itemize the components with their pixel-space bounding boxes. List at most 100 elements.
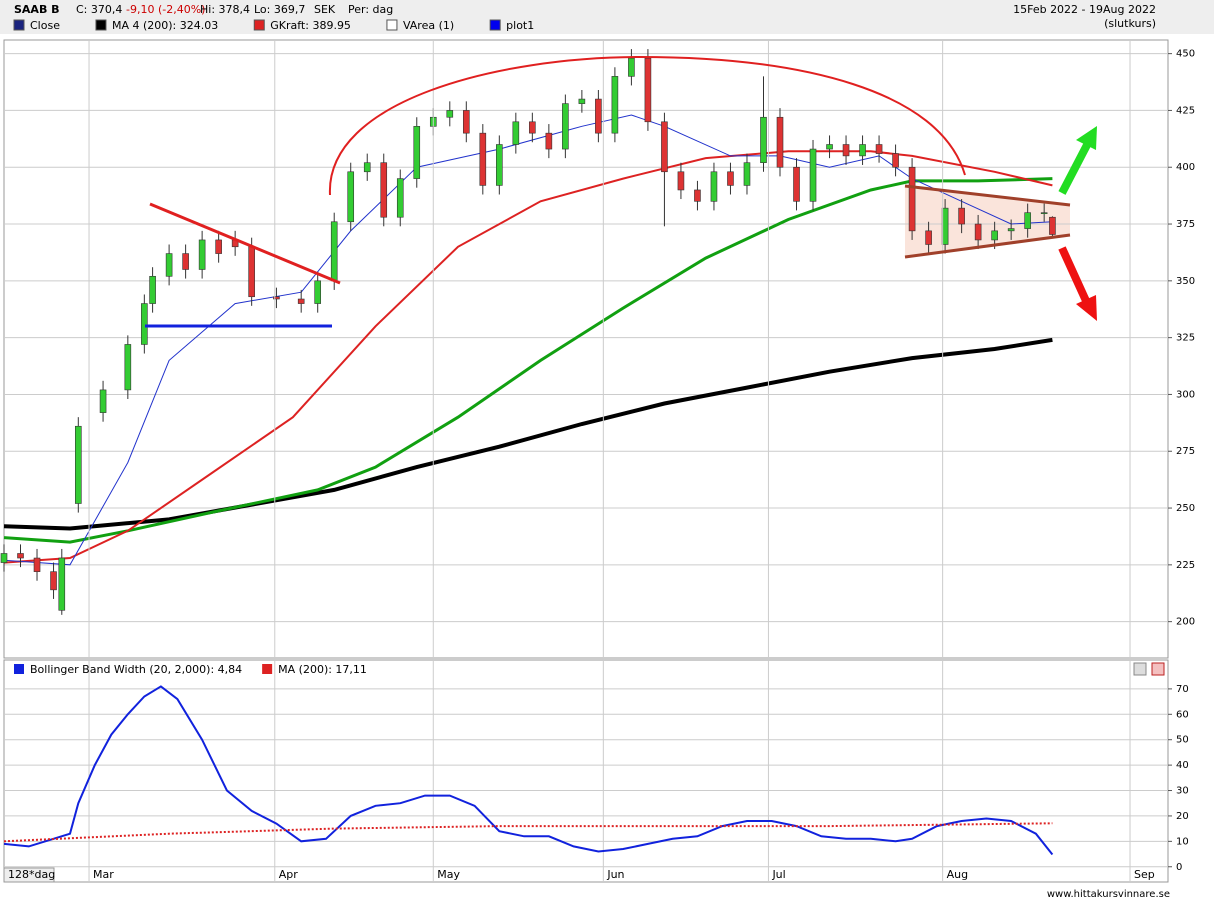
- y-tick-label: 425: [1176, 105, 1195, 116]
- candle-body: [842, 144, 850, 157]
- candle-body: [512, 121, 520, 145]
- x-tick-label: Mar: [93, 868, 114, 881]
- candle-body: [644, 57, 652, 123]
- y-tick-label: 10: [1176, 836, 1189, 847]
- symbol: SAAB B: [14, 3, 60, 16]
- candle-body: [330, 221, 338, 282]
- candle-body: [727, 171, 734, 186]
- currency: SEK: [314, 3, 336, 16]
- candle-body: [545, 132, 553, 150]
- candle-body: [141, 303, 148, 345]
- x-tick-label: Apr: [279, 868, 299, 881]
- days: 128*dag: [8, 868, 55, 881]
- y-tick-label: 0: [1176, 862, 1182, 873]
- candle-body: [628, 57, 635, 77]
- candle-body: [380, 162, 388, 218]
- candle-body: [1007, 228, 1015, 232]
- candle-body: [859, 144, 866, 157]
- close-button[interactable]: [1151, 662, 1165, 676]
- triangle-top: [904, 184, 1071, 207]
- y-tick-label: 20: [1176, 811, 1189, 822]
- candle-body: [479, 132, 487, 186]
- candle-body: [50, 571, 57, 591]
- candle-body: [941, 207, 949, 245]
- triangle-bottom: [904, 233, 1071, 259]
- candle-body: [974, 223, 982, 241]
- candle-body: [273, 296, 280, 300]
- close: C: 370,4: [76, 3, 122, 16]
- candle-body: [991, 230, 998, 241]
- candle-body: [908, 166, 916, 232]
- y-tick-label: 350: [1176, 276, 1195, 287]
- legend-swatch: [489, 19, 501, 31]
- y-tick-label: 375: [1176, 219, 1195, 230]
- candle-body: [314, 280, 322, 304]
- change: -9,10 (-2,40%): [126, 3, 205, 16]
- candle-body: [925, 230, 932, 245]
- candle-body: [496, 144, 503, 186]
- y-tick-label: 70: [1176, 684, 1189, 695]
- y-tick-label: 325: [1176, 333, 1195, 344]
- candle-body: [677, 171, 685, 191]
- period: Per: dag: [348, 3, 393, 16]
- low: Lo: 369,7: [254, 3, 305, 16]
- candle-body: [1049, 216, 1056, 235]
- legend-swatch: [262, 664, 273, 674]
- date-range: 15Feb 2022 - 19Aug 2022: [1013, 3, 1156, 16]
- candle-body: [892, 153, 899, 168]
- legend-label: MA (200): 17,11: [278, 663, 367, 676]
- candle-body: [760, 116, 767, 163]
- candle-body: [149, 275, 156, 304]
- candle-body: [611, 76, 619, 134]
- legend-swatch: [386, 19, 398, 31]
- legend-label: plot1: [506, 19, 534, 32]
- y-tick-label: 40: [1176, 760, 1189, 771]
- y-tick-label: 275: [1176, 446, 1195, 457]
- down-arrow: [1058, 246, 1091, 305]
- legend-label: GKraft: 389.95: [270, 19, 351, 32]
- up-arrow-head: [1076, 126, 1097, 150]
- candle-body: [875, 144, 883, 154]
- x-tick-label: Sep: [1134, 868, 1155, 881]
- x-tick-label: Aug: [947, 868, 968, 881]
- legend-label: Bollinger Band Width (20, 2,000): 4,84: [30, 663, 242, 676]
- candle-body: [826, 144, 833, 150]
- candle-body: [661, 121, 668, 173]
- candle-body: [363, 162, 371, 173]
- candle-body: [743, 162, 751, 186]
- candle-body: [396, 178, 404, 218]
- candle-body: [17, 553, 24, 559]
- line-series: [3, 685, 1054, 856]
- candle-body: [446, 110, 454, 118]
- candle-body: [578, 98, 586, 104]
- y-tick-label: 400: [1176, 162, 1195, 173]
- candle-body: [182, 253, 189, 270]
- candle-body: [595, 98, 602, 134]
- y-tick-label: 30: [1176, 786, 1189, 797]
- price-type: (slutkurs): [1104, 17, 1156, 30]
- candle-body: [58, 557, 66, 611]
- y-tick-label: 250: [1176, 503, 1195, 514]
- x-tick-label: Jul: [771, 868, 785, 881]
- y-tick-label: 60: [1176, 709, 1189, 720]
- y-tick-label: 225: [1176, 560, 1195, 571]
- candle-body: [562, 103, 569, 150]
- y-tick-label: 300: [1176, 389, 1195, 400]
- annotations: [145, 55, 1097, 328]
- candle-body: [0, 553, 8, 563]
- trendline: [149, 202, 341, 285]
- candle-body: [529, 121, 536, 134]
- high: Hi: 378,4: [200, 3, 250, 16]
- arc: [328, 55, 966, 196]
- candle-body: [99, 389, 107, 413]
- candle-body: [33, 557, 41, 572]
- y-tick-label: 450: [1176, 49, 1195, 60]
- candle-body: [297, 298, 305, 304]
- days-box: [3, 867, 55, 883]
- down-arrow-head: [1076, 295, 1097, 321]
- y-tick-label: 50: [1176, 735, 1189, 746]
- candle-body: [809, 148, 817, 202]
- legend: Close MA 4 (200): 324.03 GKraft: 389.95 VAr…: [13, 19, 534, 32]
- line-series: [3, 177, 1053, 544]
- settings-button[interactable]: [1133, 662, 1147, 676]
